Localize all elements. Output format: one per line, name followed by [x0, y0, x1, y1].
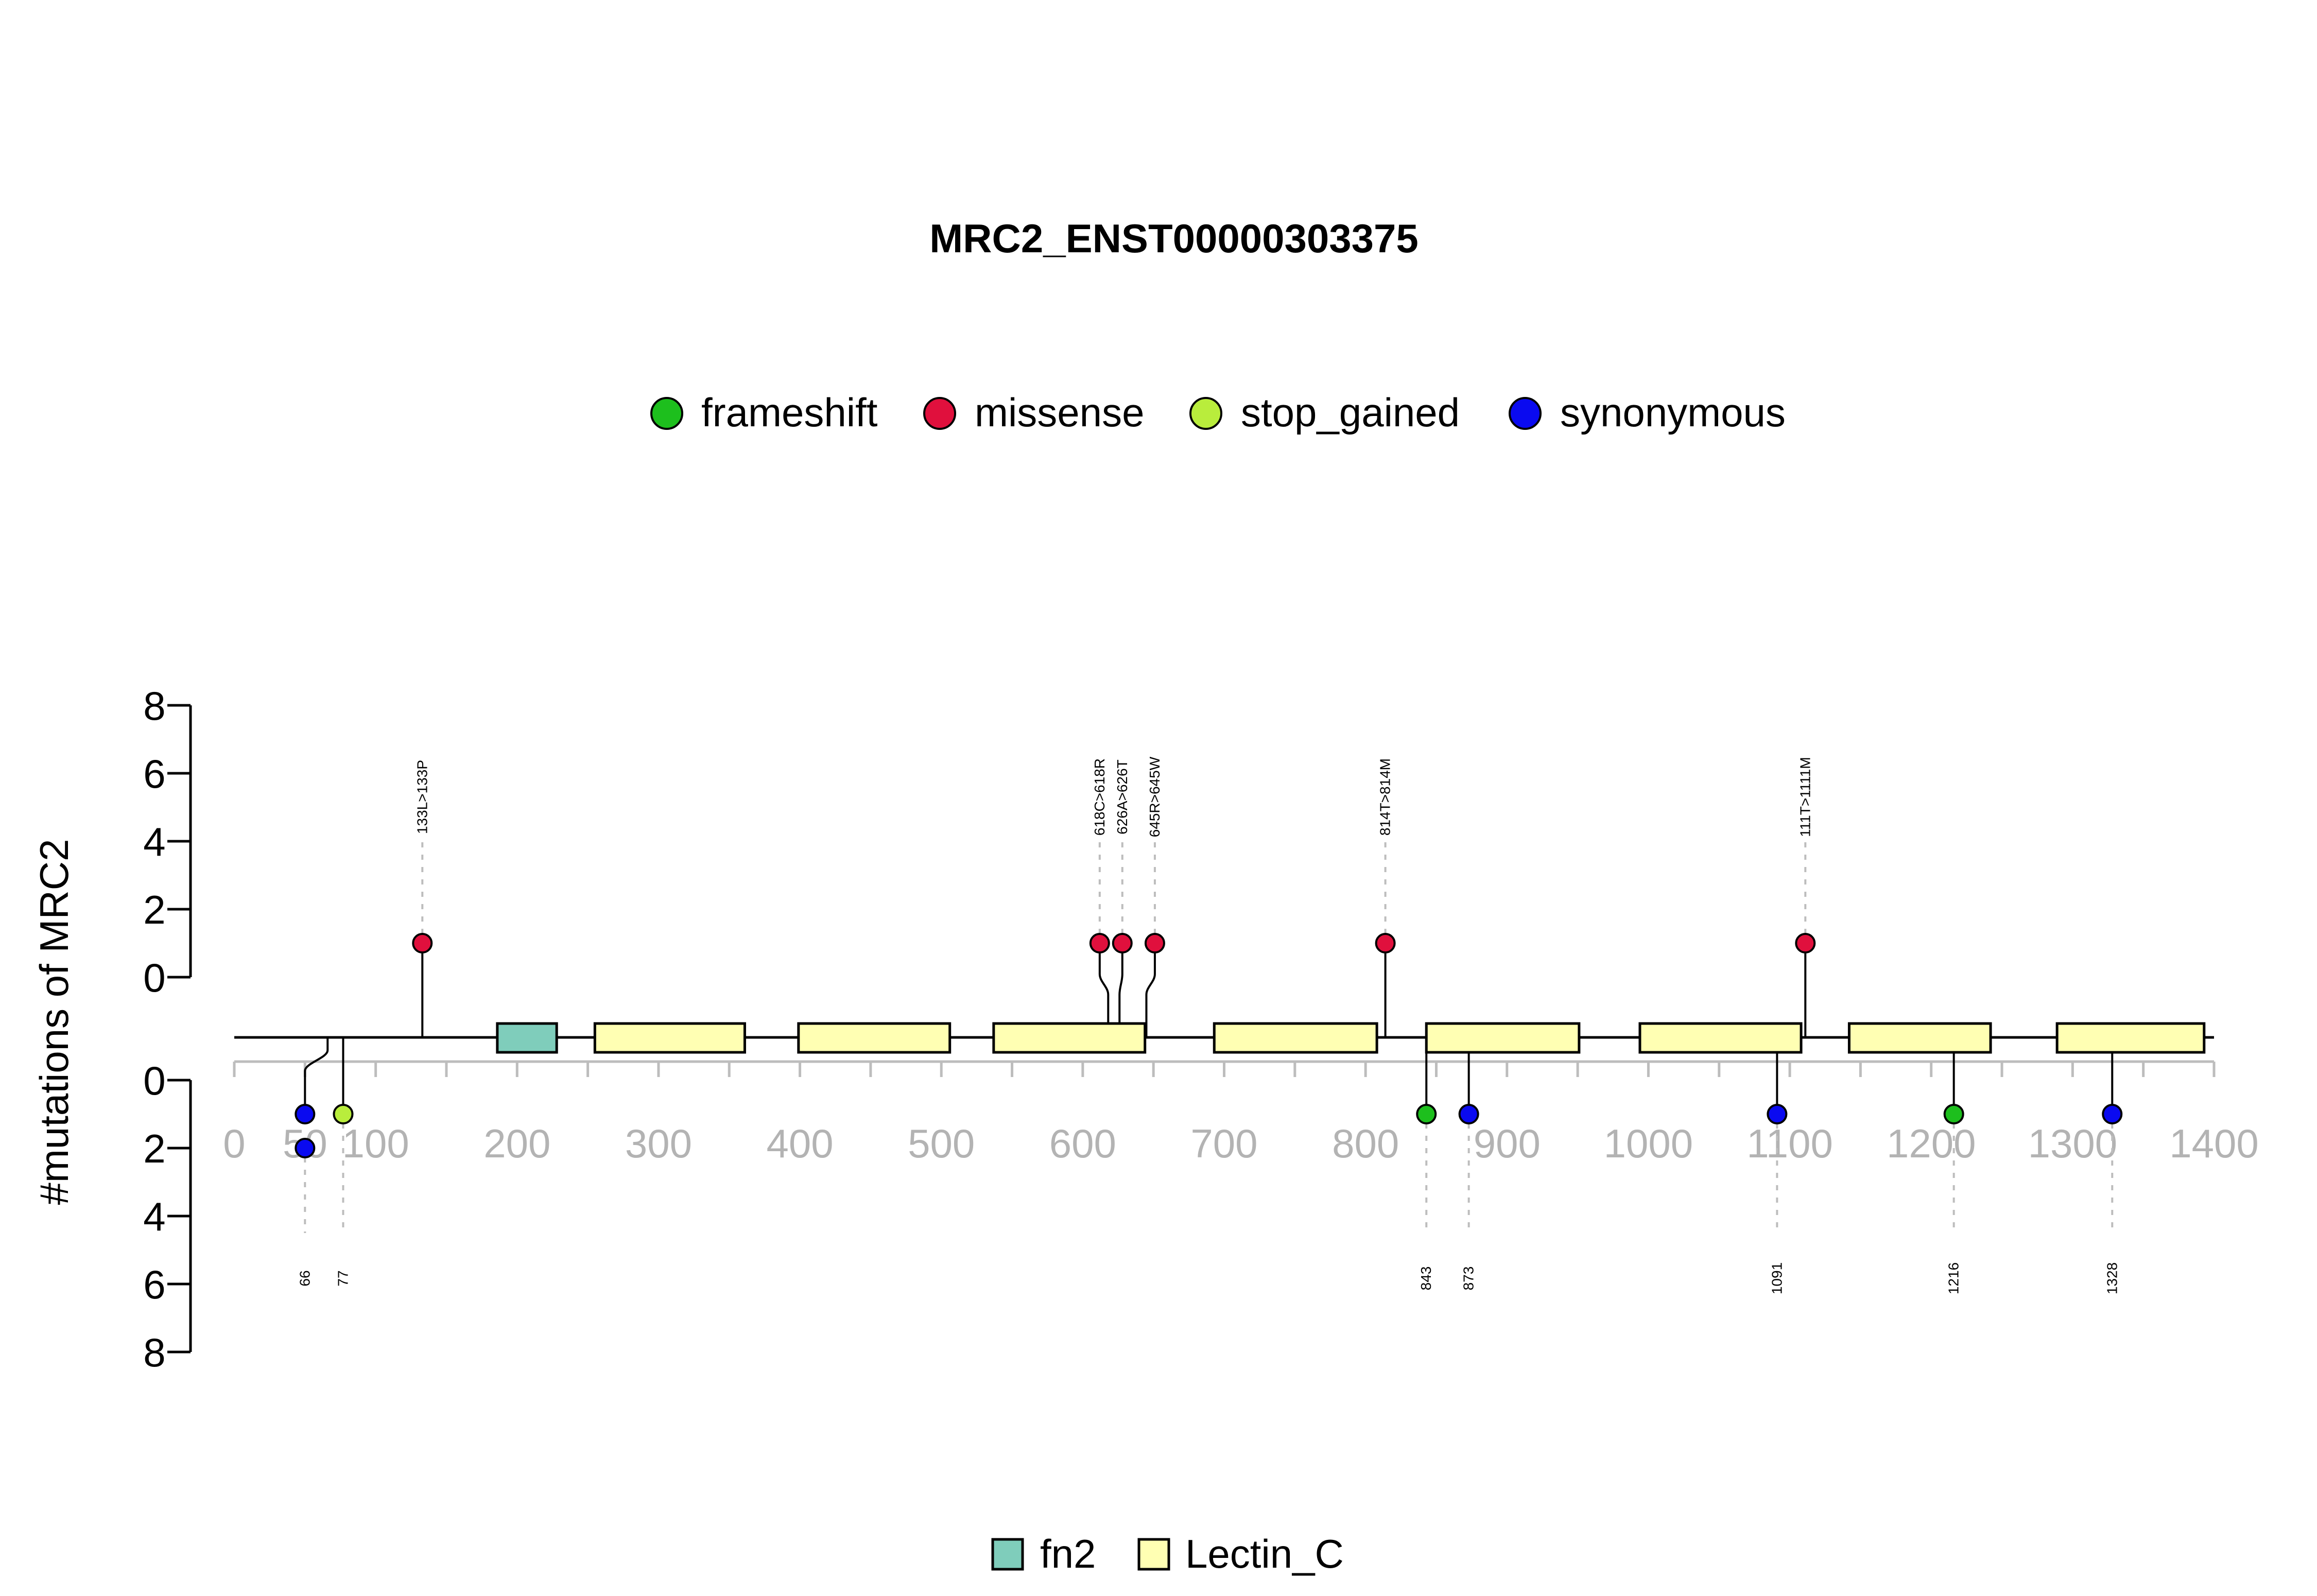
mutation-label-bottom-873: 873: [1461, 1267, 1477, 1291]
domain-legend-marker-fn2: [991, 1538, 1024, 1571]
domain-lectin_c-8: [1847, 1022, 1992, 1054]
mutation-label-bottom-66: 66: [297, 1270, 313, 1286]
legend-marker-frameshift: [650, 397, 683, 430]
mutation-label-top-645: 645R>645W: [1147, 756, 1163, 837]
mutation-label-top-626: 626A>626T: [1114, 759, 1130, 835]
domain-legend-marker-lectin_c: [1137, 1538, 1170, 1571]
stem-top-645: [1145, 943, 1156, 1037]
x-tick-label-100: 100: [342, 1121, 409, 1166]
y-tick-label-bottom-0: 0: [143, 1058, 165, 1103]
y-tick-label-top-2: 2: [143, 887, 165, 932]
top-mutation-stems: [421, 835, 1807, 1037]
mutation-label-top-814: 814T>814M: [1377, 758, 1393, 836]
mutation-point-top-626: [1112, 933, 1133, 953]
x-tick-label-0: 0: [223, 1121, 245, 1166]
mutation-point-bottom-1216-1: [1943, 1104, 1964, 1124]
stem-top-618: [1098, 943, 1110, 1037]
domain-legend-label-lectin_c: Lectin_C: [1185, 1531, 1344, 1576]
domain-lectin_c-5: [1213, 1022, 1378, 1054]
mutation-point-top-133: [412, 933, 433, 953]
x-tick-label-1400: 1400: [2169, 1121, 2259, 1166]
mutation-label-bottom-1216: 1216: [1946, 1262, 1962, 1294]
x-tick-label-1100: 1100: [1747, 1121, 1833, 1166]
mutation-label-top-133: 133L>133P: [414, 760, 430, 834]
x-tick-label-500: 500: [908, 1121, 975, 1166]
mutation-point-bottom-77-1: [333, 1104, 354, 1124]
mutation-label-bottom-1328: 1328: [2104, 1262, 2120, 1294]
mutation-label-bottom-1091: 1091: [1769, 1262, 1785, 1294]
stem-top-626: [1118, 943, 1123, 1037]
domain-lectin_c-4: [992, 1022, 1147, 1054]
legend-marker-missense: [923, 397, 956, 430]
stem-bottom-66: [304, 1037, 329, 1114]
x-tick-label-1000: 1000: [1604, 1121, 1693, 1166]
x-tick-label-900: 900: [1474, 1121, 1541, 1166]
protein-domains: [496, 1022, 2206, 1054]
legend-marker-synonymous: [1509, 397, 1542, 430]
y-axis-label: #mutations of MRC2: [31, 839, 77, 1205]
mutation-point-bottom-1091-1: [1767, 1104, 1788, 1124]
mutation-point-top-645: [1144, 933, 1165, 953]
x-tick-label-300: 300: [625, 1121, 692, 1166]
y-tick-label-top-0: 0: [143, 955, 165, 1000]
y-tick-label-bottom-2: 2: [143, 1126, 165, 1171]
variant-legend: frameshift missense stop_gained synonymous: [650, 390, 1786, 435]
x-tick-label-200: 200: [483, 1121, 550, 1166]
y-tick-label-bottom-8: 8: [143, 1330, 165, 1375]
domain-legend-label-fn2: fn2: [1040, 1531, 1096, 1576]
mutation-point-bottom-66-1: [295, 1104, 316, 1124]
y-tick-label-bottom-4: 4: [143, 1194, 165, 1239]
mutation-point-top-1111: [1795, 933, 1816, 953]
mutation-point-top-618: [1089, 933, 1110, 953]
mutation-label-bottom-77: 77: [335, 1270, 351, 1286]
legend-label-frameshift: frameshift: [701, 390, 878, 435]
mutation-point-top-814: [1375, 933, 1396, 953]
domain-legend: fn2 Lectin_C: [991, 1531, 1344, 1576]
y-tick-label-top-4: 4: [143, 819, 165, 864]
legend-marker-stop_gained: [1189, 397, 1222, 430]
domain-lectin_c-2: [593, 1022, 746, 1054]
x-tick-label-800: 800: [1332, 1121, 1399, 1166]
x-tick-label-1200: 1200: [1887, 1121, 1976, 1166]
mutation-point-bottom-1328-1: [2102, 1104, 2123, 1124]
legend-label-synonymous: synonymous: [1560, 390, 1786, 435]
mutation-point-bottom-843-1: [1416, 1104, 1437, 1124]
domain-lectin_c-9: [2055, 1022, 2206, 1054]
mutation-points: [295, 933, 2123, 1158]
domain-lectin_c-3: [797, 1022, 952, 1054]
legend-label-stop_gained: stop_gained: [1241, 390, 1460, 435]
mutation-label-top-1111: 111T>1111M: [1797, 757, 1813, 837]
x-tick-label-1300: 1300: [2028, 1121, 2118, 1166]
x-tick-label-700: 700: [1190, 1121, 1257, 1166]
legend-label-missense: missense: [975, 390, 1144, 435]
domain-lectin_c-6: [1425, 1022, 1581, 1054]
chart-axes: 0501002003004005006007008009001000110012…: [143, 683, 2258, 1375]
domain-lectin_c-7: [1638, 1022, 1803, 1054]
bottom-mutation-stems: [304, 1037, 2114, 1233]
mutation-point-bottom-66-2: [295, 1138, 316, 1158]
mutation-label-top-618: 618C>618R: [1092, 758, 1108, 836]
y-tick-label-bottom-6: 6: [143, 1262, 165, 1307]
y-tick-label-top-8: 8: [143, 683, 165, 728]
chart-title: MRC2_ENST00000303375: [929, 216, 1419, 261]
mutation-point-bottom-873-1: [1458, 1104, 1479, 1124]
x-tick-label-600: 600: [1049, 1121, 1116, 1166]
x-tick-label-400: 400: [767, 1121, 834, 1166]
domain-fn2-1: [496, 1022, 558, 1054]
mutation-label-bottom-843: 843: [1418, 1267, 1434, 1291]
mutation-labels: 133L>133P 618C>618R 626A>626T 645R>645W 814T…: [297, 756, 2120, 1294]
y-tick-label-top-6: 6: [143, 751, 165, 796]
